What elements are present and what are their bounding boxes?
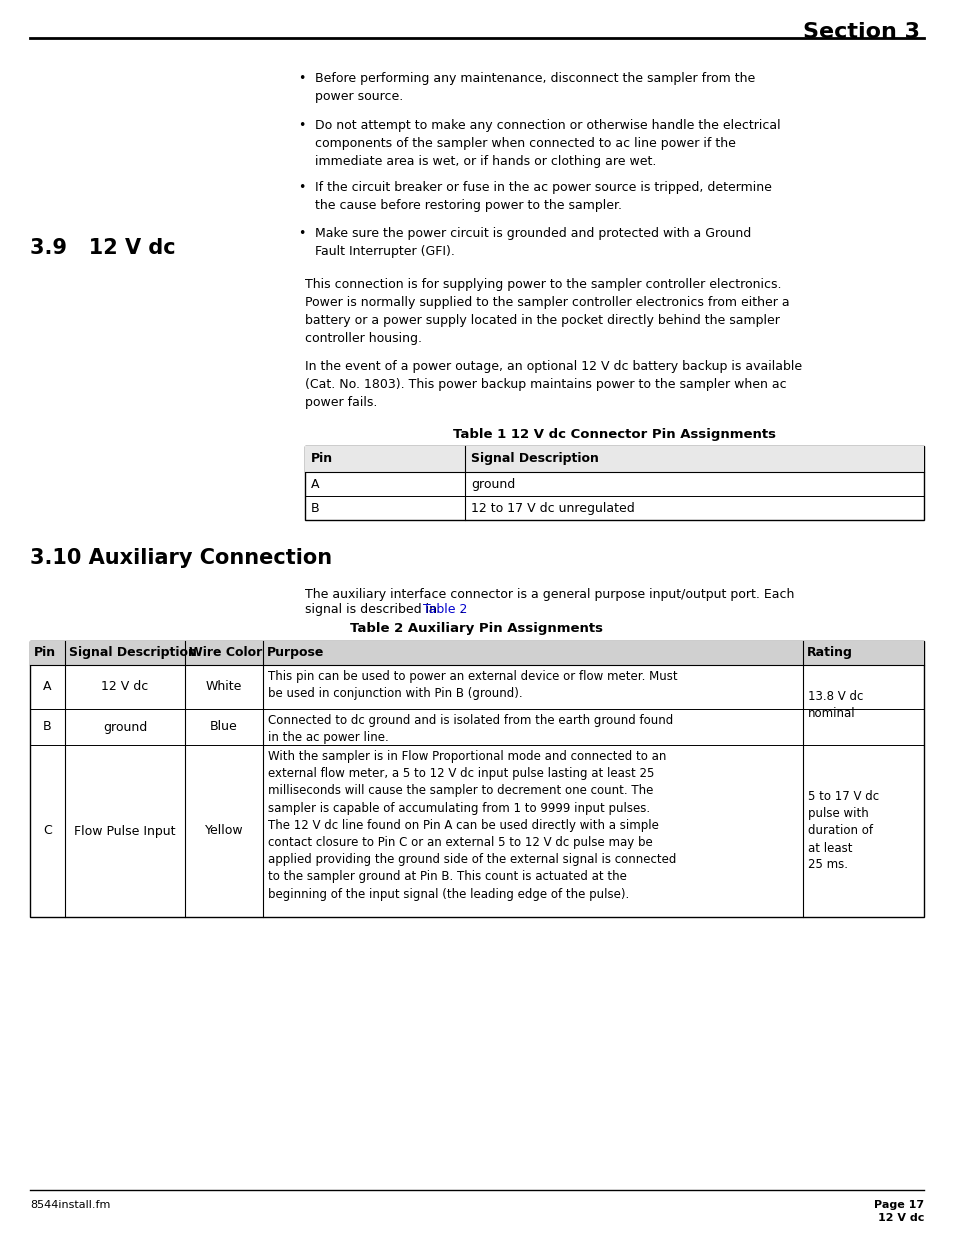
Text: •: •: [298, 180, 305, 194]
Text: Section 3: Section 3: [802, 22, 919, 42]
Text: This pin can be used to power an external device or flow meter. Must
be used in : This pin can be used to power an externa…: [268, 671, 677, 700]
Text: Blue: Blue: [210, 720, 237, 734]
Text: Table 2: Table 2: [423, 603, 467, 616]
Text: Wire Color: Wire Color: [189, 646, 262, 659]
Text: With the sampler is in Flow Proportional mode and connected to an
external flow : With the sampler is in Flow Proportional…: [268, 750, 676, 900]
Text: Signal Description: Signal Description: [69, 646, 196, 659]
Bar: [30, 641, 923, 664]
Text: Pin: Pin: [311, 452, 333, 466]
Text: A: A: [311, 478, 319, 492]
Bar: [305, 446, 923, 520]
Text: ground: ground: [103, 720, 147, 734]
Text: B: B: [43, 720, 51, 734]
Text: signal is described in: signal is described in: [305, 603, 440, 616]
Text: A: A: [43, 680, 51, 694]
Text: Pin: Pin: [34, 646, 56, 659]
Text: 8544install.fm: 8544install.fm: [30, 1200, 111, 1210]
Text: .: .: [459, 603, 463, 616]
Text: Signal Description: Signal Description: [471, 452, 598, 466]
Text: 5 to 17 V dc
pulse with
duration of
at least
25 ms.: 5 to 17 V dc pulse with duration of at l…: [807, 790, 879, 872]
Bar: [30, 641, 923, 918]
Text: Connected to dc ground and is isolated from the earth ground found
in the ac pow: Connected to dc ground and is isolated f…: [268, 714, 673, 745]
Text: Table 2 Auxiliary Pin Assignments: Table 2 Auxiliary Pin Assignments: [350, 622, 603, 635]
Text: Before performing any maintenance, disconnect the sampler from the
power source.: Before performing any maintenance, disco…: [314, 72, 755, 103]
Text: In the event of a power outage, an optional 12 V dc battery backup is available
: In the event of a power outage, an optio…: [305, 359, 801, 409]
Text: •: •: [298, 119, 305, 132]
Text: •: •: [298, 72, 305, 85]
Bar: [305, 446, 923, 472]
Text: White: White: [206, 680, 242, 694]
Text: This connection is for supplying power to the sampler controller electronics.
Po: This connection is for supplying power t…: [305, 278, 789, 345]
Text: 12 V dc: 12 V dc: [877, 1213, 923, 1223]
Text: Make sure the power circuit is grounded and protected with a Ground
Fault Interr: Make sure the power circuit is grounded …: [314, 227, 750, 258]
Text: C: C: [43, 825, 51, 837]
Text: •: •: [298, 227, 305, 241]
Text: Rating: Rating: [806, 646, 852, 659]
Text: Yellow: Yellow: [205, 825, 243, 837]
Text: 12 V dc: 12 V dc: [101, 680, 149, 694]
Text: Page 17: Page 17: [873, 1200, 923, 1210]
Text: B: B: [311, 501, 319, 515]
Text: If the circuit breaker or fuse in the ac power source is tripped, determine
the : If the circuit breaker or fuse in the ac…: [314, 180, 771, 211]
Text: Do not attempt to make any connection or otherwise handle the electrical
compone: Do not attempt to make any connection or…: [314, 119, 780, 168]
Text: Purpose: Purpose: [267, 646, 324, 659]
Text: 3.10 Auxiliary Connection: 3.10 Auxiliary Connection: [30, 548, 332, 568]
Text: The auxiliary interface connector is a general purpose input/output port. Each: The auxiliary interface connector is a g…: [305, 588, 794, 601]
Text: Table 1 12 V dc Connector Pin Assignments: Table 1 12 V dc Connector Pin Assignment…: [453, 429, 775, 441]
Text: ground: ground: [471, 478, 515, 492]
Text: 12 to 17 V dc unregulated: 12 to 17 V dc unregulated: [471, 501, 634, 515]
Text: 3.9   12 V dc: 3.9 12 V dc: [30, 238, 175, 258]
Text: 13.8 V dc
nominal: 13.8 V dc nominal: [807, 690, 862, 720]
Text: Flow Pulse Input: Flow Pulse Input: [74, 825, 175, 837]
